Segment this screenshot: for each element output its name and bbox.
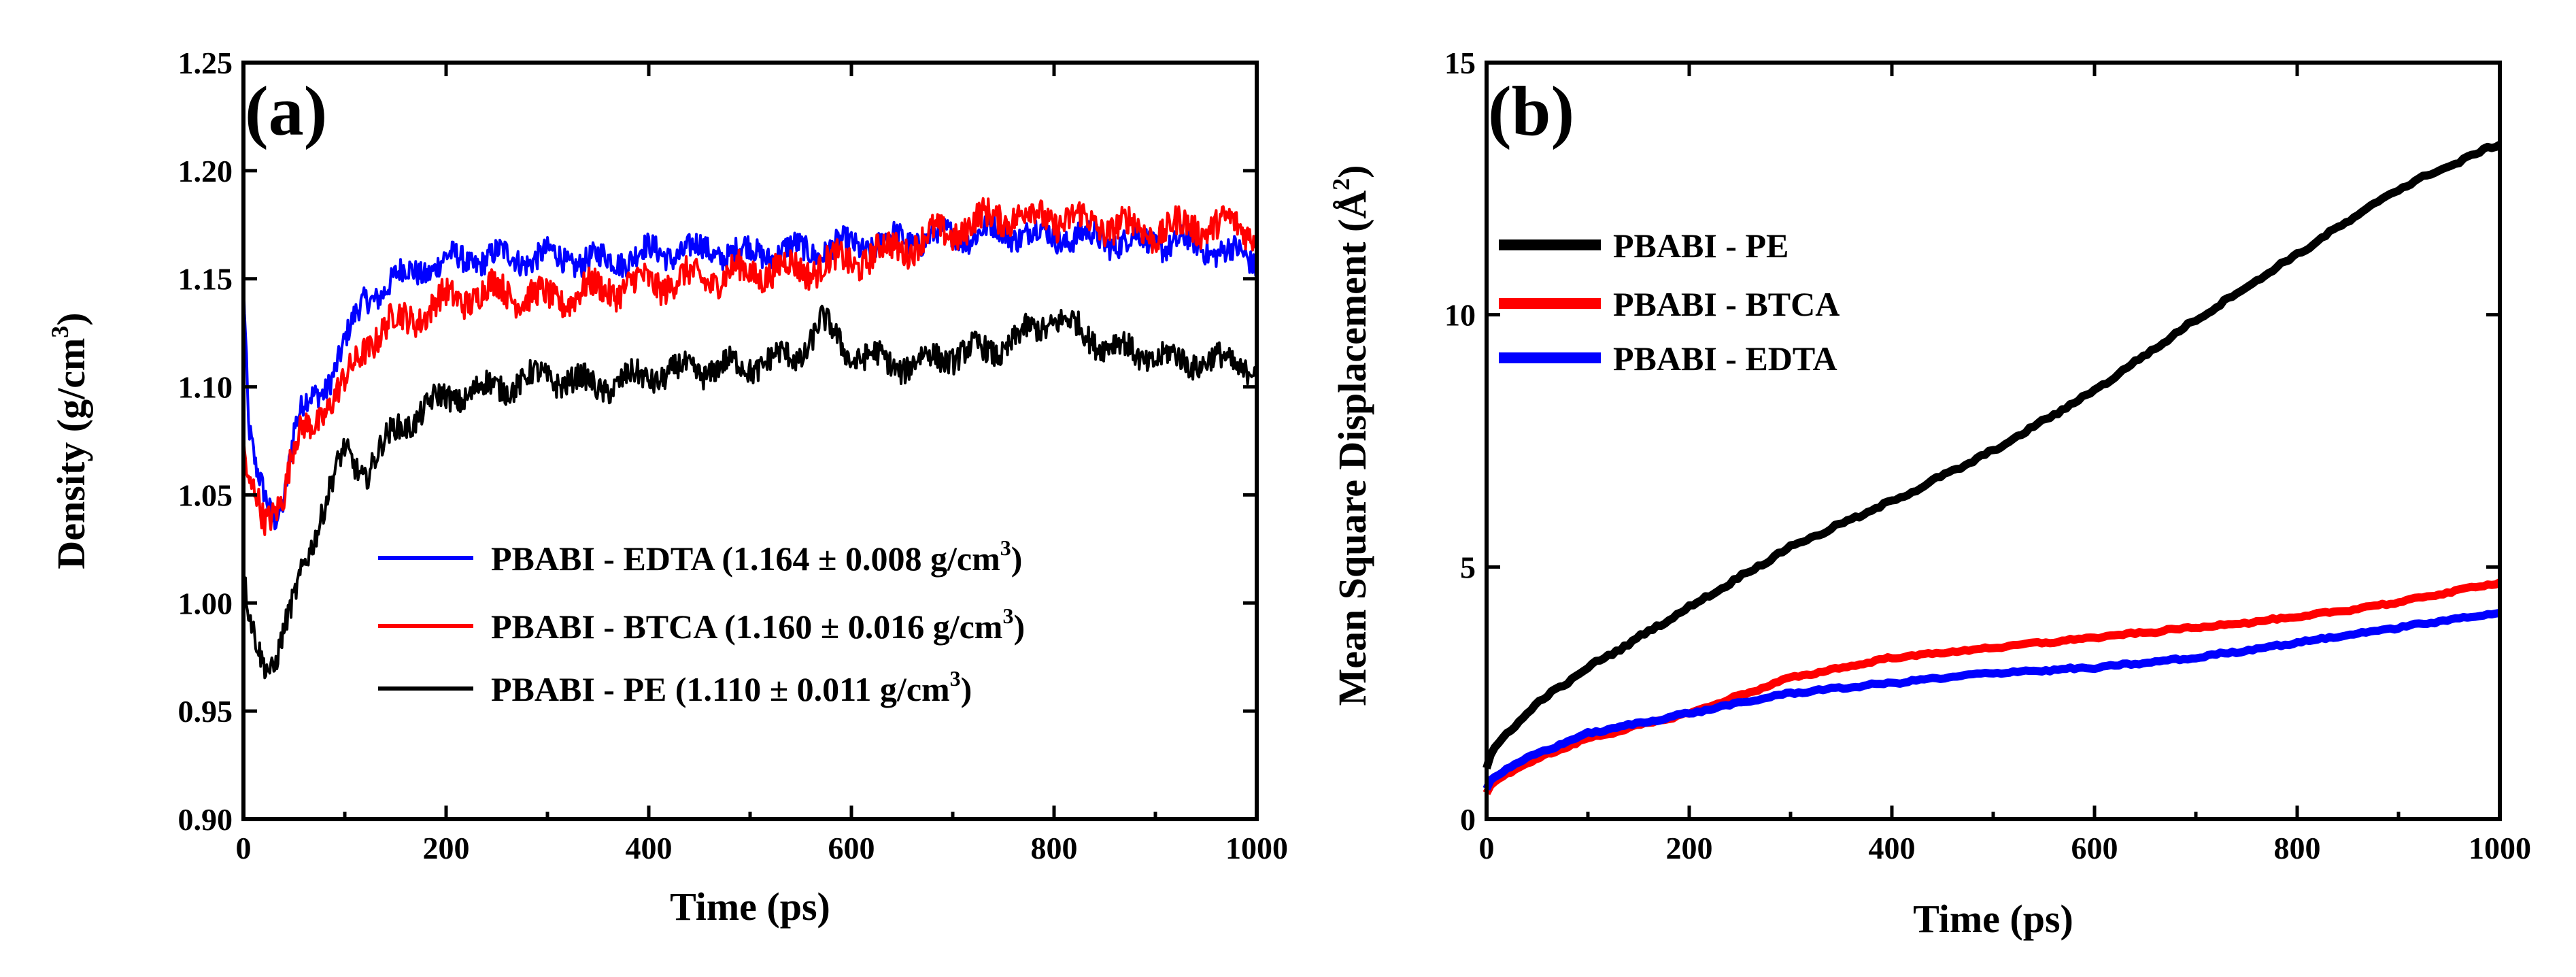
panel-a-letter: (a) (245, 72, 327, 150)
panel-a-y-tick-label: 0.95 (178, 694, 233, 729)
panel-a-y-tick-label: 1.05 (178, 478, 233, 512)
panel-b-x-axis-title: Time (ps) (1913, 897, 2073, 941)
panel-a-y-tick-label: 1.20 (178, 154, 233, 188)
legend-b-text-edta: PBABI - EDTA (1613, 340, 1837, 378)
panel-b-y-tick-label: 10 (1444, 298, 1476, 333)
legend-b-text-pe: PBABI - PE (1613, 227, 1789, 265)
legend-a-btca-sup: 3 (1002, 603, 1013, 628)
panel-a-x-tick-label: 1000 (1225, 831, 1288, 865)
panel-b-plot-frame (1485, 61, 2502, 821)
panel-a-x-tick-label: 0 (236, 831, 252, 865)
panel-a-y-tick-label: 1.25 (178, 46, 233, 80)
panel-a-y-tick-label: 1.00 (178, 586, 233, 620)
panel-b-x-tick-label: 600 (2071, 831, 2118, 865)
panel-b-y-axis-title: Mean Square Displacement (Å2) (1327, 165, 1374, 706)
panel-b-msd-chart: 0 200 400 600 800 1000 0 5 10 15 (b) Time (ps) Me… (1327, 46, 2531, 941)
panel-a-y-axis-title-main: Density (g/cm (49, 338, 93, 569)
panel-b-legend: PBABI - PE PBABI - BTCA PBABI - EDTA (1499, 227, 1840, 378)
panel-b-ticks: 0 200 400 600 800 1000 0 5 10 15 (1444, 46, 2531, 865)
panel-a-series-btca-line (242, 197, 1258, 536)
legend-a-edta-name: PBABI - EDTA (1.164 ± 0.008 g/cm (491, 540, 1000, 578)
legend-a-edta-sup: 3 (1000, 535, 1011, 560)
panel-b-y-axis-title-sup: 2 (1327, 178, 1355, 191)
legend-a-text-edta: PBABI - EDTA (1.164 ± 0.008 g/cm3) (491, 535, 1022, 578)
panel-b-series-btca-line (1482, 578, 2502, 795)
panel-b-x-tick-label: 0 (1479, 831, 1495, 865)
panel-a-y-tick-label: 1.10 (178, 370, 233, 405)
panel-b-y-axis-title-main: Mean Square Displacement (Å (1330, 191, 1374, 706)
panel-a-y-axis-title-end: ) (49, 312, 93, 325)
legend-a-pe-end: ) (961, 670, 972, 708)
panel-b-series-layer (1482, 141, 2502, 795)
panel-b-y-axis-title-end: ) (1330, 165, 1374, 178)
panel-a-x-tick-label: 400 (626, 831, 673, 865)
legend-a-pe-sup: 3 (950, 666, 961, 691)
panel-b-x-tick-label: 200 (1666, 831, 1713, 865)
legend-a-text-pe: PBABI - PE (1.110 ± 0.011 g/cm3) (491, 666, 972, 708)
panel-b-series-pe-line (1482, 141, 2502, 769)
panel-b-x-tick-label: 800 (2274, 831, 2321, 865)
legend-a-btca-end: ) (1013, 608, 1025, 646)
panel-a-density-chart: 0 200 400 600 800 1000 0.90 0.95 1.00 1.05 1.10 1.1… (46, 46, 1288, 929)
panel-b-y-tick-label: 0 (1460, 802, 1476, 837)
panel-a-y-axis-title: Density (g/cm3) (46, 312, 93, 569)
panel-a-series-pe-line (242, 304, 1258, 680)
panel-b-y-tick-label: 15 (1444, 46, 1476, 80)
legend-a-edta-end: ) (1011, 540, 1023, 578)
panel-a-y-tick-label: 1.15 (178, 262, 233, 297)
legend-b-text-btca: PBABI - BTCA (1613, 285, 1840, 323)
panel-a-ticks: 0 200 400 600 800 1000 0.90 0.95 1.00 1.05 1.10 1.1… (178, 46, 1289, 865)
panel-a-x-tick-label: 800 (1031, 831, 1078, 865)
panel-b-y-tick-label: 5 (1460, 550, 1476, 584)
panel-b-series-edta-line (1482, 608, 2501, 791)
legend-a-btca-name: PBABI - BTCA (1.160 ± 0.016 g/cm (491, 608, 1002, 646)
panel-a-legend: PBABI - EDTA (1.164 ± 0.008 g/cm3) PBABI… (378, 535, 1025, 708)
legend-a-pe-name: PBABI - PE (1.110 ± 0.011 g/cm (491, 670, 950, 708)
panel-a-x-tick-label: 600 (828, 831, 875, 865)
legend-a-text-btca: PBABI - BTCA (1.160 ± 0.016 g/cm3) (491, 603, 1025, 646)
panel-a-x-tick-label: 200 (423, 831, 470, 865)
panel-b-x-tick-label: 400 (1869, 831, 1916, 865)
panel-a-y-axis-title-sup: 3 (46, 326, 73, 338)
panel-a-y-tick-label: 0.90 (178, 802, 233, 837)
panel-b-letter: (b) (1488, 72, 1574, 150)
panel-a-series-layer (242, 197, 1258, 680)
panel-b-x-tick-label: 1000 (2469, 831, 2531, 865)
panel-a-x-axis-title: Time (ps) (670, 884, 830, 929)
